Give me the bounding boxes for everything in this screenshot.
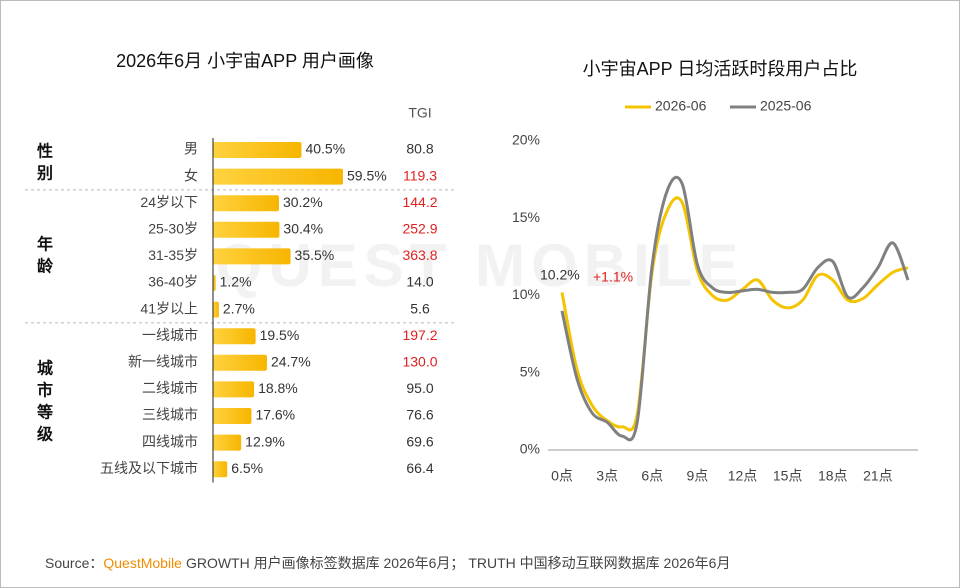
value-label: 18.8% [258, 380, 298, 396]
value-label: 19.5% [260, 327, 300, 343]
right-title: 小宇宙APP 日均活跃时段用户占比 [583, 59, 858, 79]
category-label: 二线城市 [142, 380, 198, 396]
tgi-value: 130.0 [402, 354, 437, 370]
source-text: GROWTH 用户画像标签数据库 2026年6月； TRUTH 中国移动互联网数… [186, 555, 731, 572]
category-label: 男 [184, 141, 198, 157]
x-tick-label: 6点 [641, 468, 663, 484]
group-label: 城市等级 [36, 360, 54, 444]
group-label-char: 市 [37, 381, 53, 400]
annotation: 10.2% [540, 267, 580, 283]
group-label: 性别 [36, 142, 53, 183]
legend-label: 2025-06 [760, 98, 812, 114]
value-label: 2.7% [223, 300, 255, 316]
tgi-value: 66.4 [406, 460, 433, 476]
series-line [560, 175, 910, 442]
category-label: 四线城市 [142, 433, 198, 449]
tgi-header: TGI [408, 105, 431, 121]
group-label-char: 等 [36, 403, 53, 422]
bar [213, 195, 279, 212]
value-label: 12.9% [245, 433, 285, 449]
bar [213, 142, 302, 158]
x-tick-label: 18点 [818, 468, 848, 484]
tgi-value: 363.8 [402, 247, 437, 263]
group-label-char: 别 [36, 165, 53, 183]
category-label: 五线及以下城市 [100, 460, 198, 476]
y-tick-label: 15% [512, 209, 540, 225]
tgi-value: 69.6 [406, 433, 433, 449]
bar [213, 434, 242, 451]
watermark: QUEST MOBILE [216, 232, 745, 299]
group-label-char: 城 [37, 360, 53, 378]
bar [213, 408, 252, 424]
bar [213, 168, 343, 185]
category-label: 36-40岁 [148, 274, 198, 290]
bar [213, 328, 256, 345]
tgi-value: 76.6 [406, 407, 433, 423]
group-label-char: 年 [37, 235, 53, 254]
x-tick-label: 9点 [686, 468, 708, 484]
bar [213, 354, 267, 371]
left-title: 2026年6月 小宇宙APP 用户画像 [116, 51, 374, 71]
value-label: 6.5% [231, 460, 263, 476]
tgi-value: 14.0 [406, 274, 433, 290]
y-tick-label: 20% [512, 132, 540, 148]
x-tick-label: 12点 [728, 468, 758, 484]
tgi-value: 80.8 [406, 141, 433, 157]
bar [213, 275, 216, 291]
y-tick-label: 5% [520, 363, 540, 379]
value-label: 59.5% [347, 167, 387, 183]
value-label: 24.7% [271, 354, 311, 370]
source-brand: QuestMobile [103, 555, 182, 571]
bar [213, 301, 219, 318]
bar [213, 381, 255, 398]
value-label: 35.5% [295, 247, 335, 263]
tgi-value: 95.0 [406, 380, 433, 396]
y-tick-label: 0% [520, 441, 540, 457]
group-label-char: 龄 [37, 257, 54, 276]
tgi-value: 119.3 [403, 167, 437, 183]
value-label: 17.6% [255, 407, 295, 423]
category-label: 31-35岁 [148, 247, 198, 263]
legend-label: 2026-06 [655, 98, 707, 114]
category-label: 一线城市 [142, 327, 198, 343]
x-tick-label: 21点 [863, 468, 893, 484]
x-tick-label: 15点 [773, 468, 803, 484]
source: Source：QuestMobile GROWTH 用户画像标签数据库 2026年… [45, 555, 730, 572]
tgi-value: 197.2 [402, 327, 437, 343]
category-label: 41岁以上 [140, 300, 198, 316]
group-label-char: 性 [37, 142, 53, 161]
source-label: Source： [45, 555, 103, 571]
bar [213, 221, 280, 238]
tgi-value: 144.2 [402, 194, 437, 210]
group-label: 年龄 [37, 235, 54, 276]
category-label: 25-30岁 [148, 221, 198, 237]
value-label: 30.2% [283, 194, 323, 210]
group-label-char: 级 [37, 425, 54, 444]
y-tick-label: 10% [512, 286, 540, 302]
bar [213, 248, 291, 265]
value-label: 30.4% [283, 221, 323, 237]
tgi-value: 5.6 [410, 300, 430, 316]
category-label: 三线城市 [142, 407, 198, 423]
x-tick-label: 3点 [596, 468, 618, 484]
annotation: +1.1% [593, 269, 633, 285]
category-label: 女 [184, 167, 198, 183]
bar [213, 461, 228, 478]
tgi-value: 252.9 [402, 221, 437, 237]
x-tick-label: 0点 [551, 468, 573, 484]
value-label: 1.2% [220, 274, 252, 290]
category-label: 24岁以下 [140, 194, 198, 210]
series-line [560, 196, 909, 432]
value-label: 40.5% [305, 141, 345, 157]
category-label: 新一线城市 [128, 354, 198, 370]
